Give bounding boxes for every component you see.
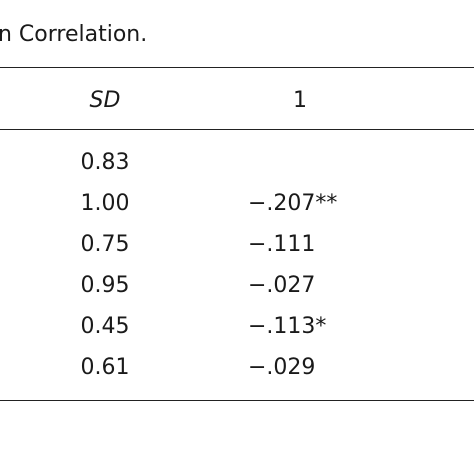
cell-sd: 0.75 (80, 232, 130, 257)
header-sd: SD (89, 88, 121, 113)
cell-col1: −.029 (248, 355, 316, 380)
top-rule (0, 67, 474, 68)
cell-col1: −.111 (248, 232, 316, 257)
header-col1: 1 (293, 88, 307, 113)
cell-col1: −.207** (248, 191, 338, 216)
cell-sd: 0.83 (80, 150, 130, 175)
cell-col1: −.027 (248, 273, 316, 298)
cell-col1: −.113* (248, 314, 327, 339)
cell-sd: 0.61 (80, 355, 130, 380)
cell-sd: 0.45 (80, 314, 130, 339)
cell-sd: 0.95 (80, 273, 130, 298)
table-title: n Correlation. (0, 22, 148, 47)
bottom-rule (0, 400, 474, 401)
cell-sd: 1.00 (80, 191, 130, 216)
header-rule (0, 129, 474, 130)
